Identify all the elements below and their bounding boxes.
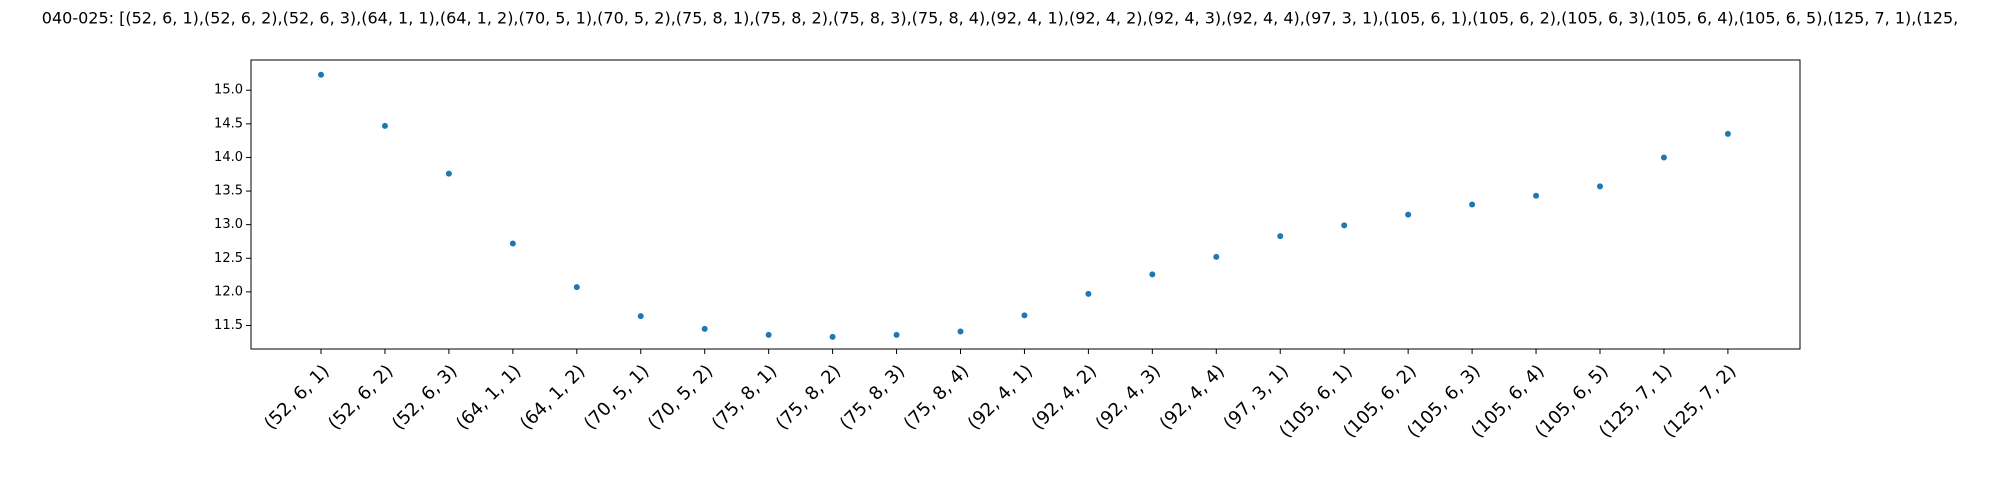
x-tick-label: (92, 4, 1) [964, 361, 1037, 434]
x-tick-label: (52, 6, 1) [260, 361, 333, 434]
x-tick-label: (75, 8, 4) [900, 361, 973, 434]
x-tick-label: (70, 5, 1) [580, 361, 653, 434]
x-tick-label: (64, 1, 1) [452, 361, 525, 434]
data-point [957, 328, 964, 335]
data-point [445, 170, 452, 177]
data-point [1021, 312, 1028, 319]
data-point [1149, 271, 1156, 278]
chart-title: 040-025: [(52, 6, 1),(52, 6, 2),(52, 6, … [42, 9, 1958, 28]
y-tick-label: 13.5 [214, 184, 243, 199]
data-point [1469, 201, 1476, 208]
x-tick-label: (75, 8, 1) [708, 361, 781, 434]
x-tick-label: (92, 4, 3) [1092, 361, 1165, 434]
x-tick-label: (92, 4, 2) [1028, 361, 1101, 434]
data-point [1277, 233, 1284, 240]
data-point [1341, 222, 1348, 229]
x-tick-label: (92, 4, 4) [1156, 361, 1229, 434]
data-point [701, 325, 708, 332]
data-point [1085, 290, 1092, 297]
x-tick-label: (75, 8, 3) [836, 361, 909, 434]
data-point [1660, 154, 1667, 161]
x-tick-label: (52, 6, 2) [324, 361, 397, 434]
data-point [1405, 211, 1412, 218]
data-point [829, 333, 836, 340]
x-tick-label: (75, 8, 2) [772, 361, 845, 434]
x-tick-label: (70, 5, 2) [644, 361, 717, 434]
x-tick-label: (52, 6, 3) [388, 361, 461, 434]
y-tick-label: 12.5 [214, 251, 243, 266]
data-point [381, 122, 388, 129]
y-tick-label: 11.5 [214, 318, 243, 333]
y-tick-label: 13.0 [214, 217, 243, 232]
data-point [893, 331, 900, 338]
plot-area: 11.5 12.0 12.5 13.0 13.5 14.0 14.5 15.0 (52, 6, … [214, 59, 1801, 442]
y-tick-label: 12.0 [214, 284, 243, 299]
axes-frame [250, 59, 1801, 350]
data-point [637, 313, 644, 320]
data-point [573, 284, 580, 291]
data-point [1724, 130, 1731, 137]
data-point [765, 331, 772, 338]
data-point [1597, 183, 1603, 190]
y-tick-label: 14.0 [214, 150, 243, 165]
data-point [1533, 192, 1540, 199]
data-point [1213, 253, 1220, 260]
x-tick-label: (64, 1, 2) [516, 361, 589, 434]
y-tick-label: 14.5 [214, 116, 243, 131]
data-point [509, 240, 516, 247]
data-point [318, 71, 324, 78]
y-tick-label: 15.0 [214, 83, 243, 98]
